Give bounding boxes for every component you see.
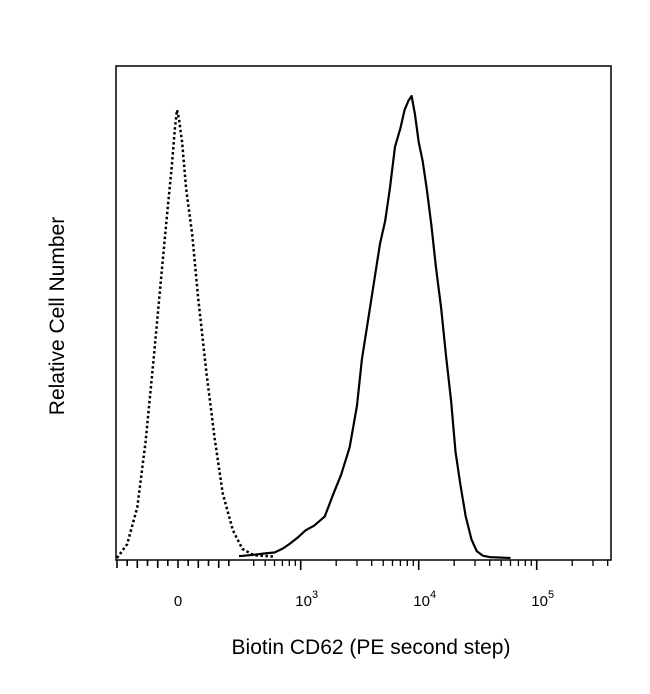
x-tick-label-1e4-exponent: 4 (430, 589, 436, 601)
x-tick-label-1e3-base: 10 (295, 593, 312, 610)
x-tick-label-1e3: 103 (295, 589, 318, 610)
x-axis-label: Biotin CD62 (PE second step) (232, 636, 511, 659)
y-axis-label: Relative Cell Number (46, 217, 69, 415)
x-tick-label-1e4-base: 10 (413, 593, 430, 610)
x-tick-label-1e3-exponent: 3 (312, 589, 318, 601)
x-tick-label-1e5: 105 (531, 589, 554, 610)
x-tick-label-1e4: 104 (413, 589, 436, 610)
x-tick-label-1e5-exponent: 5 (548, 589, 554, 601)
x-tick-label-1e5-base: 10 (531, 593, 548, 610)
control-histogram-dotted-line (115, 109, 275, 559)
plot-frame (115, 65, 612, 561)
x-axis-ticks (116, 560, 609, 570)
x-tick-label-zero: 0 (174, 593, 182, 610)
stained-histogram-solid-line (238, 94, 511, 560)
